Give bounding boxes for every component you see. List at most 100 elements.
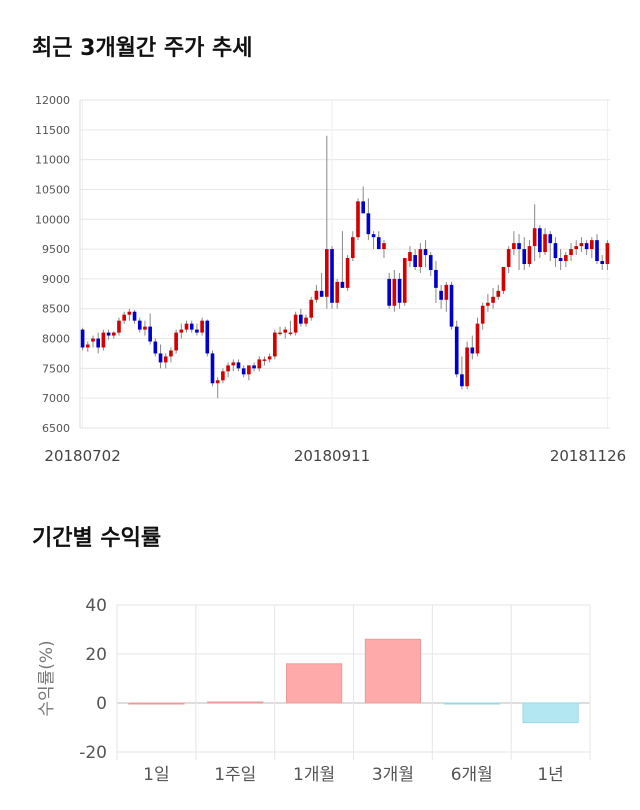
- candle-up: [345, 258, 350, 288]
- price-y-tick-label: 8500: [42, 303, 70, 316]
- candle-up: [122, 314, 126, 321]
- candle-up: [304, 317, 308, 324]
- candle-down: [558, 258, 563, 262]
- candle-up: [262, 359, 267, 361]
- price-y-tick-label: 9500: [42, 243, 70, 256]
- price-trend-title: 최근 3개월간 주가 추세: [32, 36, 253, 61]
- candle-up: [174, 332, 178, 351]
- candle-up: [589, 240, 594, 250]
- candle-up: [85, 344, 90, 348]
- candle-up: [215, 380, 220, 384]
- price-x-tick-label: 20180911: [294, 447, 370, 465]
- candle-down: [319, 290, 324, 297]
- candle-up: [512, 243, 516, 250]
- returns-title: 기간별 수익률: [32, 526, 162, 551]
- candle-down: [470, 347, 475, 354]
- candle-up: [402, 258, 407, 303]
- candle-down: [158, 353, 163, 363]
- candle-up: [314, 290, 319, 300]
- candle-down: [449, 284, 454, 327]
- candle-up: [569, 249, 573, 256]
- candle-up: [418, 249, 423, 267]
- candle-up: [200, 320, 204, 333]
- candle-down: [460, 374, 464, 387]
- candle-up: [408, 252, 412, 262]
- price-y-tick-label: 9000: [42, 273, 70, 286]
- return-y-tick-label: 20: [85, 645, 107, 665]
- candle-up: [247, 365, 251, 375]
- candle-down: [434, 269, 438, 288]
- candle-down: [454, 326, 459, 375]
- return-x-tick-label: 1개월: [293, 765, 335, 785]
- candle-up: [179, 329, 184, 333]
- price-candlestick-chart: 6500 7000 7500 8000 8500 9000 9500 10000 10500 11…: [35, 94, 626, 465]
- price-y-tick-label: 12000: [35, 94, 70, 107]
- candle-up: [532, 228, 537, 247]
- candle-up: [543, 234, 547, 253]
- candle-up: [163, 356, 168, 363]
- candle-up: [273, 332, 277, 357]
- return-x-tick-label: 1주일: [214, 765, 256, 785]
- candle-down: [148, 326, 152, 342]
- candle-up: [382, 243, 386, 250]
- candle-up: [257, 359, 262, 369]
- candle-down: [439, 290, 443, 300]
- return-bar: [207, 701, 264, 704]
- candle-down: [106, 332, 111, 336]
- price-x-tick-label: 20181126: [550, 447, 626, 465]
- candle-down: [153, 341, 158, 354]
- price-y-tick-label: 10500: [35, 183, 70, 196]
- candle-down: [517, 243, 521, 250]
- return-bar: [128, 702, 185, 705]
- candle-up: [501, 266, 506, 291]
- return-x-tick-label: 1일: [143, 765, 169, 785]
- return-x-tick-label: 6개월: [451, 765, 493, 785]
- candle-up: [564, 255, 568, 262]
- price-y-tick-label: 11500: [35, 124, 70, 137]
- candle-up: [127, 311, 132, 315]
- candle-down: [595, 240, 599, 262]
- candle-down: [132, 311, 137, 321]
- candle-down: [195, 329, 199, 333]
- candle-up: [480, 305, 485, 324]
- candle-up: [574, 246, 579, 250]
- candle-up: [288, 332, 293, 335]
- candle-up: [475, 323, 480, 354]
- candle-down: [210, 353, 215, 384]
- candle-down: [553, 243, 558, 259]
- candle-down: [340, 281, 345, 288]
- candle-down: [299, 314, 303, 324]
- candle-up: [293, 314, 298, 333]
- candle-down: [548, 234, 553, 244]
- candle-down: [397, 278, 402, 303]
- candle-up: [465, 347, 469, 387]
- candle-up: [527, 246, 532, 264]
- candle-down: [584, 243, 589, 250]
- candle-up: [309, 299, 314, 318]
- candle-up: [356, 201, 360, 238]
- candle-down: [80, 329, 85, 348]
- return-x-tick-label: 3개월: [372, 765, 414, 785]
- candle-down: [361, 201, 366, 214]
- return-y-tick-label: 40: [85, 596, 107, 616]
- candle-up: [496, 290, 501, 297]
- candle-up: [335, 281, 340, 303]
- candle-up: [111, 332, 116, 336]
- price-y-tick-label: 7000: [42, 392, 70, 405]
- candle-down: [137, 320, 142, 330]
- candle-down: [189, 323, 194, 330]
- candle-down: [522, 249, 527, 264]
- candle-up: [392, 278, 397, 306]
- price-y-tick-label: 8000: [42, 333, 70, 346]
- candle-up: [101, 332, 106, 348]
- candle-down: [205, 320, 210, 354]
- candle-down: [428, 255, 433, 270]
- return-bar: [522, 702, 579, 724]
- candle-down: [376, 237, 381, 250]
- candle-down: [241, 368, 246, 375]
- candle-down: [236, 362, 241, 369]
- candle-down: [252, 365, 256, 369]
- return-bar: [364, 638, 422, 704]
- candle-up: [486, 302, 490, 306]
- candle-up: [579, 243, 584, 247]
